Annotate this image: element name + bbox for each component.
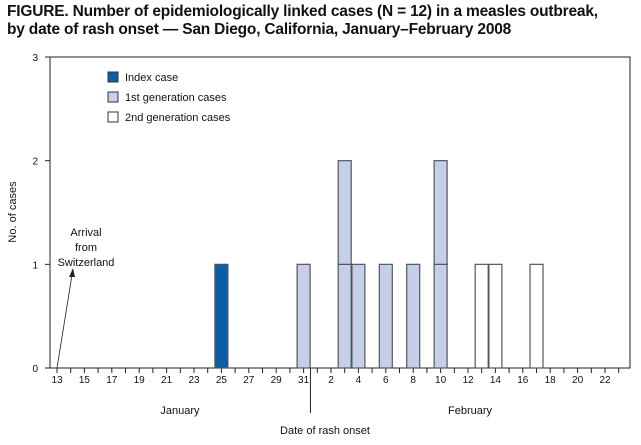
y-tick-label: 1 [32, 260, 38, 271]
x-tick-label: 10 [435, 375, 447, 386]
bar-1st-generation-cases [406, 263, 421, 369]
bar-1st-generation-cases [296, 263, 311, 369]
x-tick-label: 15 [79, 375, 91, 386]
annotation-text: Switzerland [58, 257, 115, 269]
x-tick-label: 20 [572, 375, 584, 386]
y-axis-label: No. of cases [7, 181, 19, 243]
title-line-1: FIGURE. Number of epidemiologically link… [7, 3, 598, 20]
annotation-arrow [56, 274, 73, 369]
legend-swatch [107, 111, 119, 123]
x-tick-label: 19 [134, 375, 146, 386]
x-tick-label: 22 [599, 375, 611, 386]
bar-1st-generation-cases [337, 160, 352, 265]
x-tick-label: 18 [545, 375, 557, 386]
legend-label: 2nd generation cases [125, 112, 231, 124]
bar-1st-generation-cases [337, 263, 352, 369]
bar-1st-generation-cases [378, 263, 393, 369]
x-tick-label: 14 [490, 375, 502, 386]
month-label-february: February [448, 405, 493, 417]
x-tick-label: 25 [216, 375, 228, 386]
bar-2nd-generation-cases [488, 263, 503, 369]
y-tick-label: 3 [32, 53, 38, 64]
x-tick-label: 31 [298, 375, 310, 386]
x-tick-label: 8 [410, 375, 416, 386]
legend-label: 1st generation cases [125, 92, 227, 104]
x-tick-label: 27 [243, 375, 255, 386]
arrowhead-icon [69, 268, 75, 277]
x-axis-label: Date of rash onset [280, 425, 370, 437]
legend-swatch [107, 71, 119, 83]
y-tick-label: 0 [32, 364, 38, 375]
legend-label: Index case [125, 72, 178, 84]
bar-1st-generation-cases [433, 263, 448, 369]
x-tick-label: 17 [106, 375, 118, 386]
x-tick-label: 13 [51, 375, 63, 386]
legend-swatch [107, 91, 119, 103]
y-tick-label: 2 [32, 157, 38, 168]
x-tick-label: 2 [328, 375, 334, 386]
x-tick-label: 21 [161, 375, 173, 386]
annotation-text: from [75, 242, 97, 254]
x-tick-label: 4 [356, 375, 362, 386]
x-tick-label: 12 [462, 375, 474, 386]
chart-title: FIGURE. Number of epidemiologically link… [7, 3, 598, 39]
x-tick-label: 6 [383, 375, 389, 386]
bar-index-case [214, 263, 229, 369]
bar-2nd-generation-cases [529, 263, 544, 369]
month-label-january: January [160, 405, 200, 417]
bar-1st-generation-cases [351, 263, 366, 369]
bar-2nd-generation-cases [474, 263, 489, 369]
annotation-text: Arrival [70, 227, 101, 239]
bar-1st-generation-cases [433, 160, 448, 265]
x-tick-label: 23 [188, 375, 200, 386]
title-line-2: by date of rash onset — San Diego, Calif… [7, 21, 512, 38]
x-tick-label: 16 [517, 375, 529, 386]
x-tick-label: 29 [271, 375, 283, 386]
